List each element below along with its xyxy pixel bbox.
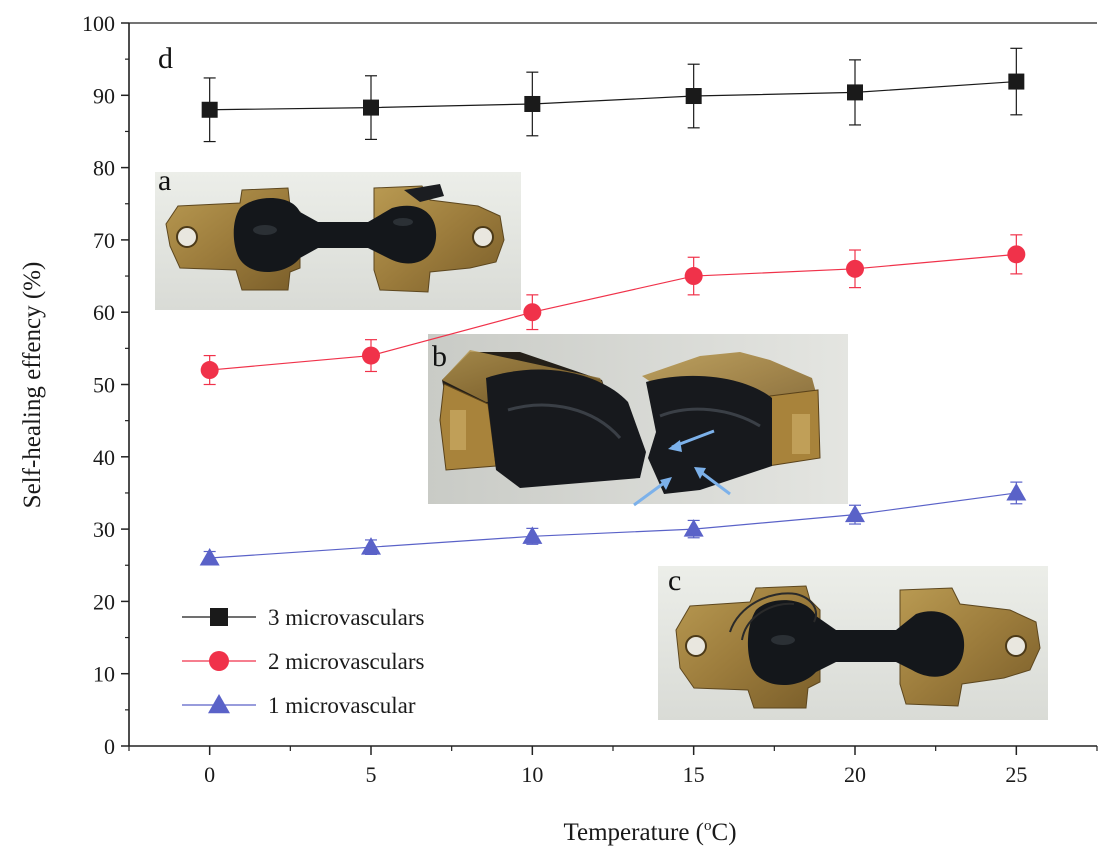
panel-label-c: c [668,564,681,597]
series-marker [200,361,219,380]
series-marker [1007,245,1026,264]
x-tick-label: 20 [844,762,866,787]
legend-label: 1 microvascular [268,693,416,718]
x-tick-label: 15 [683,762,705,787]
series-circle [200,234,1026,386]
series-marker [845,504,865,523]
legend-label: 3 microvasculars [268,605,425,630]
x-tick-label: 0 [204,762,215,787]
series-marker [210,608,228,626]
inset-photo-b [428,334,848,507]
y-tick-label: 10 [93,662,115,687]
series-marker [208,694,230,714]
series-line [209,492,1017,559]
y-tick-label: 40 [93,445,115,470]
series-marker [683,519,704,537]
y-tick-label: 70 [93,228,115,253]
panel-label-a: a [158,164,171,197]
y-tick-label: 20 [93,589,115,614]
series-marker [847,84,863,101]
y-tick-label: 30 [93,517,115,542]
series-marker [685,88,702,105]
x-axis-title: Temperature (oC) [563,818,736,846]
inset-photo-c [658,566,1048,720]
y-axis-title: Self-healing effency (%) [19,262,46,509]
series-marker [361,537,381,555]
series-marker [201,101,218,118]
series-marker [1008,73,1025,90]
series-line [209,80,1017,111]
series-marker [199,548,220,566]
series-square [201,47,1025,143]
legend: 3 microvasculars 2 microvasculars 1 microv… [182,605,425,718]
series-marker [684,267,703,286]
series-layer [199,47,1027,566]
legend-label: 2 microvasculars [268,649,425,674]
y-tick-label: 60 [93,300,115,325]
series-marker [523,303,542,322]
series-marker [362,346,380,365]
series-marker [209,651,229,671]
inset-photo-a [155,172,521,310]
x-tick-label: 10 [521,762,543,787]
series-marker [524,95,541,112]
series-marker [846,259,864,278]
y-tick-label: 100 [82,11,115,36]
panel-label-b: b [432,340,447,373]
x-ticks: 0 5 10 15 20 25 [128,746,1098,787]
x-tick-label: 25 [1005,762,1027,787]
panel-label-d: d [158,42,173,75]
x-tick-label: 5 [366,762,377,787]
y-tick-label: 50 [93,373,115,398]
series-line [209,253,1017,371]
y-ticks: 0 10 20 30 40 50 60 70 80 90 100 [82,11,129,759]
series-triangle [199,481,1027,566]
series-marker [363,99,379,116]
y-tick-label: 90 [93,83,115,108]
series-marker [522,526,543,544]
y-tick-label: 80 [93,156,115,181]
series-marker [1006,482,1027,501]
y-tick-label: 0 [104,734,115,759]
